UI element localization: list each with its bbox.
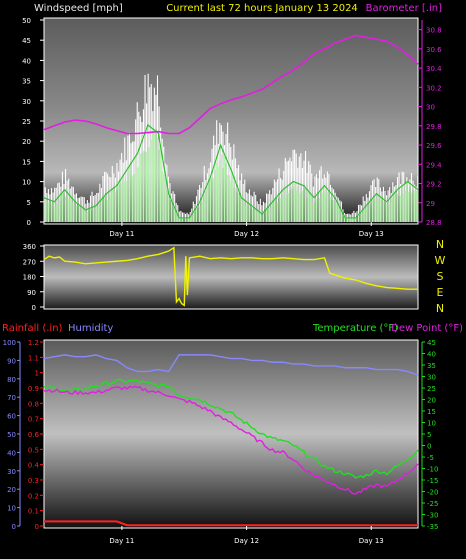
humidity-tick-label: 50 — [7, 431, 16, 439]
barometer-tick-label: 30.4 — [426, 65, 442, 73]
rain-tick-label: 1.2 — [28, 339, 39, 347]
humidity-axis-title: Humidity — [68, 323, 113, 334]
compass-label: E — [437, 286, 444, 299]
wind-tick-label: 5 — [27, 199, 31, 207]
wind-tick-label: 35 — [22, 78, 31, 86]
wind-tick-label: 50 — [22, 17, 31, 25]
temperature-tick-label: -5 — [427, 454, 434, 462]
compass-label: W — [435, 254, 446, 267]
wind-x-tick-label: Day 13 — [359, 230, 384, 238]
compass-label: N — [436, 238, 444, 251]
humidity-tick-label: 10 — [7, 505, 16, 513]
wind-average-line — [43, 124, 419, 219]
rain-tick-label: 1.1 — [28, 354, 39, 362]
direction-tick-label: 180 — [23, 274, 36, 282]
wind-tick-label: 25 — [22, 118, 31, 126]
barometer-tick-label: 30.2 — [426, 84, 442, 92]
direction-tick-label: 90 — [27, 289, 36, 297]
barometer-line — [43, 34, 419, 135]
barometer-tick-label: 30.8 — [426, 27, 442, 35]
wind-axis-title: Windspeed [mph] — [34, 3, 123, 14]
temperature-axis-title: Temperature (°F) — [312, 323, 398, 334]
rain-tick-label: 0.9 — [28, 385, 39, 393]
humidity-tick-label: 40 — [7, 449, 16, 457]
compass-label: N — [436, 302, 444, 315]
humidity-tick-label: 70 — [7, 394, 16, 402]
rain-tick-label: 0 — [35, 523, 39, 531]
rainfall-line — [44, 520, 418, 527]
direction-tick-label: 270 — [23, 258, 36, 266]
rain-tick-label: 0.1 — [28, 508, 39, 516]
rain-tick-label: 1 — [35, 370, 39, 378]
temperature-tick-label: 25 — [427, 385, 436, 393]
humidity-tick-label: 20 — [7, 486, 16, 494]
direction-tick-label: 360 — [23, 243, 36, 251]
temperature-tick-label: 10 — [427, 420, 436, 428]
barometer-tick-label: 29.8 — [426, 123, 442, 131]
climate-x-tick-label: Day 13 — [359, 537, 384, 545]
chart-marks: 0510152025303540455028.82929.229.429.629… — [3, 17, 443, 545]
chart-title: Current last 72 hours January 13 2024 — [166, 3, 358, 14]
barometer-tick-label: 30 — [426, 104, 435, 112]
barometer-tick-label: 28.8 — [426, 219, 442, 227]
direction-line — [43, 246, 418, 307]
temperature-tick-label: -35 — [427, 523, 438, 531]
temperature-tick-label: 30 — [427, 374, 436, 382]
barometer-tick-label: 30.6 — [426, 46, 442, 54]
wind-tick-label: 30 — [22, 98, 31, 106]
climate-x-tick-label: Day 12 — [234, 537, 259, 545]
temperature-tick-label: 5 — [427, 431, 431, 439]
temperature-tick-label: 35 — [427, 362, 436, 370]
barometer-tick-label: 29.2 — [426, 181, 442, 189]
barometer-tick-label: 29.4 — [426, 161, 442, 169]
dew-point-line — [43, 385, 419, 495]
temperature-tick-label: -30 — [427, 512, 438, 520]
wind-x-tick-label: Day 11 — [109, 230, 134, 238]
wind-tick-label: 40 — [22, 57, 31, 65]
barometer-axis-title: Barometer [.in] — [366, 3, 442, 14]
rain-tick-label: 0.3 — [28, 477, 39, 485]
rain-tick-label: 0.5 — [28, 446, 39, 454]
rain-tick-label: 0.4 — [28, 462, 40, 470]
humidity-tick-label: 80 — [7, 376, 16, 384]
rain-tick-label: 0.2 — [28, 492, 39, 500]
temperature-tick-label: 20 — [427, 397, 436, 405]
humidity-line — [43, 354, 419, 376]
temperature-tick-label: 40 — [427, 351, 436, 359]
temperature-tick-label: -20 — [427, 489, 438, 497]
humidity-tick-label: 100 — [3, 339, 16, 347]
compass-label: S — [437, 270, 444, 283]
dewpoint-axis-title: Dew Point (°F) — [391, 323, 463, 334]
direction-plot-area — [43, 244, 419, 310]
rainfall-axis-title: Rainfall (.in) — [2, 323, 63, 334]
humidity-tick-label: 90 — [7, 357, 16, 365]
rain-tick-label: 0.7 — [28, 416, 39, 424]
wind-tick-label: 10 — [22, 179, 31, 187]
humidity-tick-label: 30 — [7, 468, 16, 476]
rain-tick-label: 0.6 — [28, 431, 40, 439]
climate-x-tick-label: Day 11 — [109, 537, 134, 545]
wind-x-tick-label: Day 12 — [234, 230, 259, 238]
barometer-tick-label: 29.6 — [426, 142, 442, 150]
temperature-tick-label: 15 — [427, 408, 436, 416]
humidity-tick-label: 0 — [12, 523, 16, 531]
climate-plot-area — [43, 339, 419, 529]
wind-tick-label: 20 — [22, 138, 31, 146]
temperature-tick-label: 0 — [427, 443, 431, 451]
temperature-line — [43, 378, 419, 479]
wind-tick-label: 0 — [27, 219, 31, 227]
barometer-tick-label: 29 — [426, 200, 435, 208]
wind-tick-label: 45 — [22, 37, 31, 45]
humidity-tick-label: 60 — [7, 413, 16, 421]
temperature-tick-label: -10 — [427, 466, 438, 474]
temperature-tick-label: -25 — [427, 500, 438, 508]
rain-tick-label: 0.8 — [28, 400, 39, 408]
temperature-tick-label: 45 — [427, 339, 436, 347]
wind-tick-label: 15 — [22, 158, 31, 166]
temperature-tick-label: -15 — [427, 477, 438, 485]
direction-tick-label: 0 — [32, 304, 36, 312]
